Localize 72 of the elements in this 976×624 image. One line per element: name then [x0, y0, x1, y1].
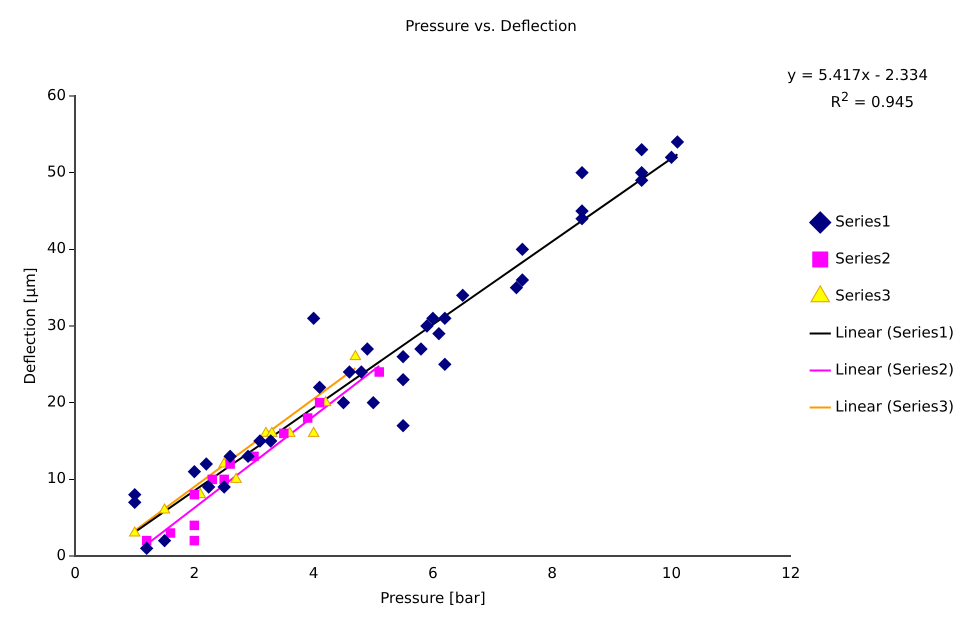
y-tick-label: 50: [46, 162, 66, 181]
point: [360, 342, 374, 356]
y-tick-label: 10: [46, 469, 66, 488]
point: [456, 288, 470, 302]
point: [516, 242, 529, 256]
x-axis-title: Pressure [bar]: [380, 588, 486, 607]
point: [670, 136, 684, 148]
point: [190, 490, 200, 500]
point: [190, 520, 200, 530]
point: [200, 458, 213, 470]
point: [140, 542, 154, 555]
point: [279, 428, 289, 438]
point: [253, 434, 266, 448]
point: [190, 536, 200, 546]
point: [576, 166, 589, 180]
point: [510, 281, 523, 294]
point: [635, 143, 648, 156]
text: R$^{2}$ = 0.945: [830, 88, 914, 113]
legend-label: Linear (Series1): [835, 323, 954, 342]
point: [432, 327, 446, 340]
point: [664, 150, 678, 164]
point: [426, 312, 440, 325]
legend-label: Series3: [835, 286, 891, 304]
point: [350, 350, 362, 360]
y-tick-label: 30: [46, 316, 66, 334]
legend-label: Series2: [835, 249, 891, 268]
y-tick-label: 0: [56, 546, 66, 564]
x-tick-label: 12: [781, 564, 800, 582]
legend-label: Linear (Series3): [835, 397, 954, 416]
point: [396, 350, 410, 364]
point: [202, 480, 216, 494]
point: [218, 480, 231, 494]
x-tick-label: 8: [547, 564, 557, 582]
x-tick-label: 10: [662, 564, 682, 582]
point: [438, 358, 452, 371]
point: [158, 504, 170, 514]
y-axis-title: Deflection [µm]: [20, 267, 39, 385]
legend-label: Linear (Series2): [835, 360, 954, 378]
point: [420, 320, 434, 332]
y-tick-label: 40: [46, 239, 66, 258]
point: [336, 396, 350, 410]
point: [366, 396, 380, 410]
y-tick-label: 60: [46, 86, 66, 104]
y-tick-label: 20: [46, 392, 66, 411]
point: [516, 274, 529, 286]
point: [242, 450, 255, 463]
point: [396, 419, 410, 432]
point: [264, 434, 278, 448]
point: [313, 380, 326, 394]
point: [342, 366, 356, 378]
point: [414, 342, 428, 356]
x-tick-label: 4: [308, 564, 318, 582]
point: [302, 413, 312, 423]
point: [158, 534, 172, 548]
point: [374, 367, 384, 377]
point: [438, 312, 452, 325]
point: [129, 526, 140, 536]
x-tick-label: 2: [190, 564, 200, 582]
legend-label: Series1: [835, 212, 891, 230]
point: [208, 474, 217, 484]
point: [307, 312, 320, 325]
point: [230, 472, 242, 483]
point: [314, 398, 324, 408]
chart-title: Pressure vs. Deflection: [405, 16, 577, 35]
point: [354, 366, 368, 378]
point: [224, 450, 237, 463]
point: [188, 465, 201, 478]
text: y = 5.417x - 2.334: [787, 65, 928, 86]
point: [396, 373, 410, 386]
point: [308, 426, 320, 437]
x-tick-label: 6: [428, 564, 438, 582]
x-tick-label: 0: [70, 564, 80, 582]
